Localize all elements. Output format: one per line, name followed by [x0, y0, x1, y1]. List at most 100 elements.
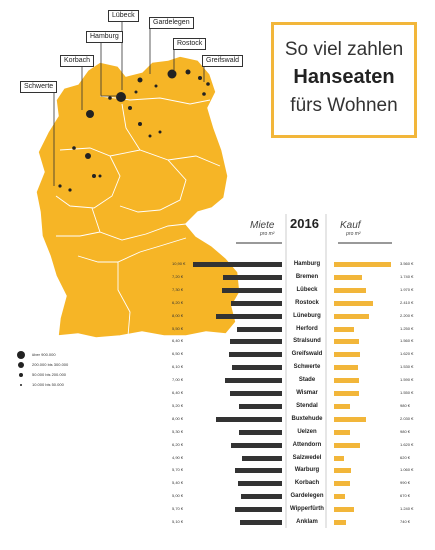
purchase-value: 1.550 € [400, 390, 414, 395]
city-name: Rostock [295, 299, 319, 306]
rent-value: 6,20 € [172, 299, 184, 305]
city-name: Salzwedel [292, 454, 322, 461]
city-dot [158, 130, 162, 134]
purchase-bar [334, 378, 360, 384]
legend-label: 10.000 bis 50.000 [32, 382, 64, 387]
city-name: Korbach [294, 480, 320, 487]
rent-value: 5,30 € [172, 428, 184, 434]
purchase-bar [334, 442, 360, 448]
rent-value: 6,20 € [172, 441, 184, 447]
purchase-bar [334, 429, 350, 435]
purchase-bar [334, 481, 350, 487]
city-name: Wipperfürth [290, 506, 324, 513]
rent-bar [192, 262, 282, 267]
rent-value: 8,00 € [172, 312, 184, 318]
purchase-value: 1.240 € [400, 506, 414, 512]
rent-value: 8,00 € [172, 415, 184, 421]
city-dot [128, 106, 132, 110]
purchase-value: 740 € [400, 519, 411, 524]
rent-bar [238, 429, 282, 435]
rent-bar [240, 520, 282, 525]
purchase-bar [334, 352, 360, 358]
title-line-1: So viel zahlen [284, 39, 404, 60]
rent-value: 5,10 € [172, 519, 184, 524]
rent-value: 10,90 € [172, 261, 186, 266]
purchase-bar [334, 365, 359, 371]
purchase-value: 1.590 € [400, 377, 414, 383]
rent-bar [222, 287, 282, 293]
purchase-value: 1.620 € [400, 351, 414, 357]
city-dot [92, 174, 96, 178]
title-box: So viel zahlen Hanseaten fürs Wohnen [271, 22, 417, 138]
purchase-bar [334, 287, 366, 293]
rent-bar [236, 326, 282, 332]
rent-value: 5,70 € [172, 506, 184, 512]
miete-header-label: Miete [250, 220, 275, 231]
map-label-gardelegen: Gardelegen [149, 17, 194, 29]
city-name: Gardelegen [290, 493, 324, 500]
legend-label: 50.000 bis 200.000 [32, 372, 67, 377]
city-name: Schwerte [293, 364, 321, 371]
city-dot [108, 96, 112, 100]
rent-bar [229, 391, 282, 396]
map-label-rostock: Rostock [173, 38, 207, 50]
rent-value: 6,40 € [172, 338, 184, 344]
city-dot [138, 122, 142, 126]
purchase-bar [334, 468, 351, 474]
city-name: Anklam [296, 519, 318, 525]
rent-value: 5,70 € [172, 467, 184, 473]
purchase-bar [334, 274, 362, 280]
city-name: Herford [296, 325, 318, 332]
city-dot [167, 69, 177, 79]
rent-bar [235, 507, 282, 513]
purchase-bar [334, 507, 354, 513]
city-dot [85, 153, 91, 159]
rent-bar [241, 494, 282, 500]
city-dot [185, 69, 191, 75]
city-dot [137, 77, 143, 83]
map-label-hamburg: Hamburg [86, 31, 123, 43]
title-line-2: Hanseaten [293, 66, 395, 88]
rent-bar [235, 468, 282, 474]
year-header: 2016 [290, 216, 319, 231]
kauf-unit: pro m² [346, 231, 361, 237]
city-dot [86, 110, 94, 118]
purchase-value: 670 € [400, 493, 411, 499]
city-dot [98, 174, 102, 178]
rent-value: 5,40 € [172, 480, 184, 486]
legend-dot [19, 373, 23, 377]
city-dot [116, 92, 126, 102]
map-label-schwerte: Schwerte [20, 81, 58, 93]
city-name: Attendorn [292, 441, 322, 448]
map-label-greifswald: Greifswald [202, 55, 244, 67]
purchase-value: 1.740 € [400, 273, 414, 279]
purchase-bar [334, 326, 354, 332]
rent-value: 6,40 € [172, 390, 184, 395]
purchase-bar [334, 391, 359, 396]
purchase-value: 2.200 € [400, 312, 414, 318]
rent-value: 7,00 € [172, 377, 184, 383]
purchase-value: 1.560 € [400, 338, 414, 344]
purchase-value: 980 € [400, 428, 411, 434]
purchase-bar [334, 416, 367, 422]
purchase-value: 3.560 € [400, 261, 414, 266]
rent-value: 5,20 € [172, 402, 184, 408]
city-dot [202, 92, 206, 96]
purchase-bar [334, 494, 345, 500]
purchase-bar [334, 262, 391, 267]
rent-bar [231, 300, 282, 306]
city-dot [58, 184, 62, 188]
rent-bar [222, 274, 282, 280]
city-dot [148, 134, 152, 138]
legend-label: über 900.000 [32, 352, 56, 357]
city-name: Stade [298, 377, 316, 384]
rent-bar [241, 455, 282, 461]
legend-dot [18, 362, 24, 368]
rent-value: 4,90 € [172, 454, 184, 460]
legend-dot [17, 351, 25, 359]
purchase-bar [334, 339, 359, 345]
rent-value: 6,50 € [172, 351, 184, 357]
purchase-value: 1.250 € [400, 325, 414, 331]
city-name: Buxtehude [291, 415, 323, 422]
city-name: Stendal [296, 402, 318, 409]
